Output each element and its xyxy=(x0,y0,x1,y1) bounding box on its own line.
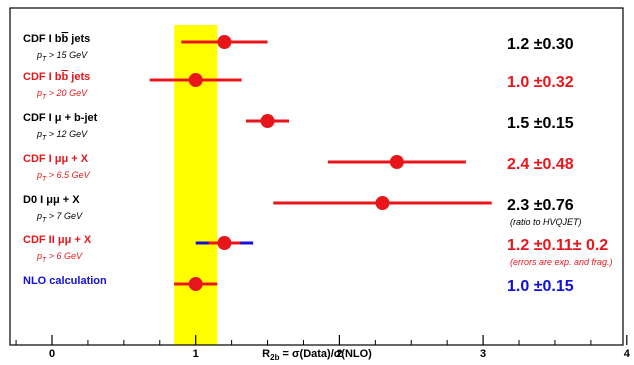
row-cut-2: pT > 12 GeV xyxy=(36,129,88,142)
data-point-5 xyxy=(217,236,232,250)
x-tick-label-2: 2 xyxy=(336,348,342,360)
data-point-1 xyxy=(188,73,203,87)
row-result-6: 1.0 ±0.15 xyxy=(507,278,574,295)
row-label-6: NLO calculation xyxy=(23,275,107,287)
row-cut-1: pT > 20 GeV xyxy=(36,88,88,101)
row-result-4: 2.3 ±0.76 xyxy=(507,197,574,214)
row-cut-4: pT > 7 GeV xyxy=(36,211,83,224)
x-tick-label-4: 4 xyxy=(624,348,631,360)
row-result-0: 1.2 ±0.30 xyxy=(507,36,574,53)
data-point-6 xyxy=(188,277,203,291)
plot-frame xyxy=(9,7,624,346)
row-result-3: 2.4 ±0.48 xyxy=(507,156,574,173)
row-result-1: 1.0 ±0.32 xyxy=(507,74,574,91)
row-label-3: CDF I μμ + X xyxy=(23,153,89,165)
x-tick-label-3: 3 xyxy=(480,348,486,360)
data-point-0 xyxy=(217,35,232,49)
row-label-2: CDF I μ + b-jet xyxy=(23,112,98,124)
row-label-5: CDF II μμ + X xyxy=(23,234,92,246)
row-note-5: (errors are exp. and frag.) xyxy=(510,257,613,267)
x-tick-label-0: 0 xyxy=(49,348,55,360)
data-point-3 xyxy=(389,155,404,169)
row-label-1: CDF I bb jets xyxy=(23,71,90,83)
row-label-4: D0 I μμ + X xyxy=(23,194,80,206)
row-result-5: 1.2 ±0.11± 0.2 xyxy=(507,237,608,254)
row-cut-0: pT > 15 GeV xyxy=(36,50,88,63)
data-point-4 xyxy=(375,196,390,210)
row-cut-5: pT > 6 GeV xyxy=(36,251,83,264)
row-note-4: (ratio to HVQJET) xyxy=(510,217,582,227)
row-result-2: 1.5 ±0.15 xyxy=(507,115,574,132)
row-label-0: CDF I bb jets xyxy=(23,33,90,45)
data-point-2 xyxy=(260,114,275,128)
x-axis-label: R2b = σ(Data)/σ(NLO) xyxy=(262,348,372,360)
x-tick-label-1: 1 xyxy=(193,348,199,360)
row-cut-3: pT > 6.5 GeV xyxy=(36,170,91,183)
